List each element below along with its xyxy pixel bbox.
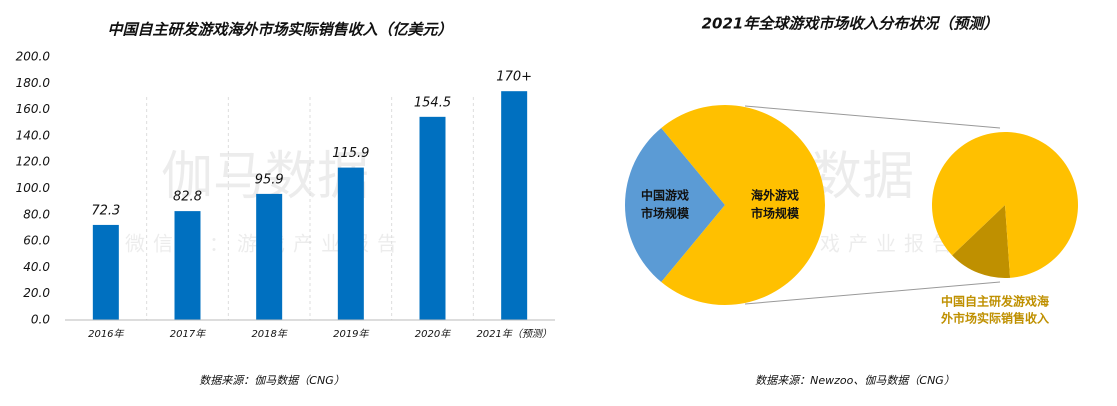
bar (337, 167, 364, 320)
y-tick-label: 100.0 (16, 181, 51, 195)
pie-slice (661, 105, 826, 306)
detail-slice (952, 205, 1011, 278)
bar (256, 193, 283, 320)
detail-label: 外市场实际销售收入 (941, 311, 1049, 326)
connector (744, 105, 1001, 129)
slice-label: 市场规模 (641, 206, 690, 221)
x-tick-label: 2019年 (333, 328, 369, 340)
y-tick-label: 140.0 (16, 128, 51, 142)
y-tick-label: 160.0 (16, 102, 51, 116)
x-tick-label: 2020年 (415, 328, 451, 340)
slice-label: 中国游戏 (641, 188, 689, 203)
slice-label: 海外游戏 (751, 188, 799, 203)
y-tick-label: 180.0 (16, 76, 51, 90)
pie-title: 2021年全球游戏市场收入分布状况（预测） (702, 15, 999, 33)
value-label: 170+ (496, 70, 532, 85)
detail-slice (931, 132, 1078, 278)
value-label: 95.9 (255, 172, 284, 187)
bar-source: 数据来源：伽马数据（CNG） (199, 374, 344, 387)
value-label: 154.5 (414, 95, 451, 110)
bar (174, 211, 201, 320)
y-tick-label: 20.0 (23, 286, 50, 300)
x-tick-label: 2017年 (170, 328, 206, 340)
x-tick-label: 2018年 (251, 328, 287, 340)
y-tick-label: 120.0 (16, 155, 51, 169)
slice-label: 市场规模 (751, 206, 800, 221)
x-tick-label: 2016年 (88, 328, 124, 340)
bar-title: 中国自主研发游戏海外市场实际销售收入（亿美元） (107, 21, 452, 39)
pie-slice (625, 127, 725, 283)
bar (501, 91, 528, 320)
value-label: 82.8 (173, 190, 202, 205)
y-tick-label: 0.0 (31, 313, 50, 327)
value-label: 115.9 (332, 146, 369, 161)
y-tick-label: 80.0 (23, 207, 50, 221)
y-tick-label: 40.0 (23, 260, 50, 274)
bar (92, 224, 119, 320)
connector (744, 281, 1001, 305)
bar (419, 116, 446, 321)
detail-label: 中国自主研发游戏海 (941, 294, 1049, 309)
value-label: 72.3 (91, 203, 120, 218)
y-tick-label: 60.0 (23, 234, 50, 248)
y-tick-label: 200.0 (16, 50, 51, 64)
pie-source: 数据来源：Newzoo、伽马数据（CNG） (755, 374, 955, 387)
x-tick-label: 2021年（预测） (476, 328, 551, 340)
